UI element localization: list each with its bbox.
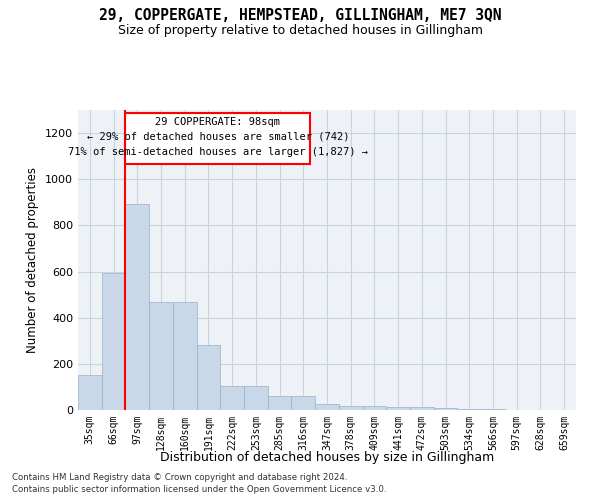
Bar	[149, 302, 173, 410]
Bar	[410, 407, 434, 410]
Bar	[78, 375, 102, 410]
Text: 71% of semi-detached houses are larger (1,827) →: 71% of semi-detached houses are larger (…	[68, 147, 368, 157]
Bar	[173, 302, 197, 410]
Text: 29 COPPERGATE: 98sqm: 29 COPPERGATE: 98sqm	[155, 117, 280, 127]
Bar	[457, 409, 481, 410]
Y-axis label: Number of detached properties: Number of detached properties	[26, 167, 40, 353]
Bar	[220, 386, 244, 410]
Text: Contains HM Land Registry data © Crown copyright and database right 2024.: Contains HM Land Registry data © Crown c…	[12, 474, 347, 482]
Bar	[315, 404, 339, 410]
Bar	[362, 406, 386, 410]
Bar	[434, 408, 457, 410]
Bar	[125, 204, 149, 410]
Text: Size of property relative to detached houses in Gillingham: Size of property relative to detached ho…	[118, 24, 482, 37]
Bar	[339, 406, 362, 410]
Bar	[102, 274, 125, 410]
Bar	[197, 344, 220, 410]
Text: 29, COPPERGATE, HEMPSTEAD, GILLINGHAM, ME7 3QN: 29, COPPERGATE, HEMPSTEAD, GILLINGHAM, M…	[99, 8, 501, 22]
Bar	[386, 407, 410, 410]
Text: Contains public sector information licensed under the Open Government Licence v3: Contains public sector information licen…	[12, 485, 386, 494]
Text: Distribution of detached houses by size in Gillingham: Distribution of detached houses by size …	[160, 451, 494, 464]
FancyBboxPatch shape	[125, 114, 310, 164]
Text: ← 29% of detached houses are smaller (742): ← 29% of detached houses are smaller (74…	[86, 132, 349, 141]
Bar	[268, 396, 292, 410]
Bar	[292, 396, 315, 410]
Bar	[244, 386, 268, 410]
